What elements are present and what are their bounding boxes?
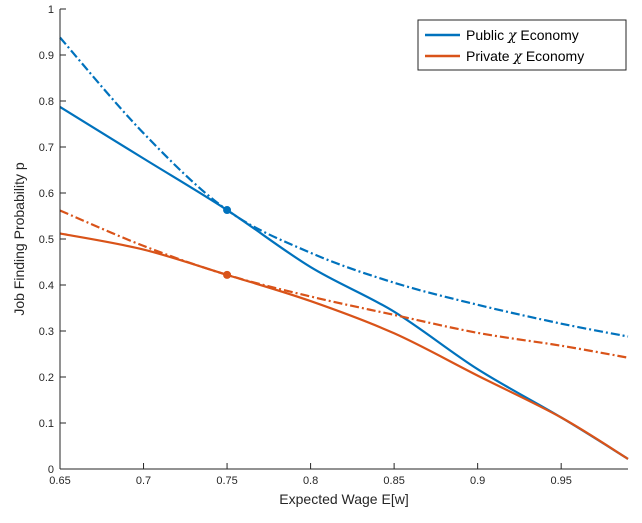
x-tick-label: 0.8 bbox=[303, 475, 318, 487]
y-tick-label: 0.9 bbox=[39, 50, 54, 62]
y-tick-label: 0.8 bbox=[39, 96, 54, 108]
x-tick-label: 0.9 bbox=[470, 475, 485, 487]
series-line-2-dashdot bbox=[59, 36, 629, 338]
legend-label-suffix: Economy bbox=[517, 27, 579, 43]
x-tick-label: 0.85 bbox=[383, 475, 404, 487]
x-tick-label: 0.95 bbox=[550, 475, 571, 487]
legend-label-symbol: χ bbox=[512, 49, 523, 65]
x-tick-label: 0.65 bbox=[49, 475, 70, 487]
series-line-3-solid bbox=[59, 232, 629, 460]
y-axis-title: Job Finding Probability p bbox=[11, 162, 27, 316]
tangency-point-1 bbox=[223, 206, 232, 215]
legend-label-prefix: Public bbox=[466, 27, 508, 43]
y-tick-label: 0.6 bbox=[39, 188, 54, 200]
y-tick-label: 0.4 bbox=[39, 280, 54, 292]
x-tick-label: 0.75 bbox=[216, 475, 237, 487]
series-line-4-dashdot bbox=[59, 209, 629, 359]
legend-box bbox=[417, 19, 627, 71]
y-tick-label: 0.3 bbox=[39, 326, 54, 338]
y-tick-label: 0.2 bbox=[39, 372, 54, 384]
axes-layer: 0.65 0.7 0.75 0.8 0.85 0.9 0.95 0 0.1 0.2 0.3 0.4 0.… bbox=[39, 4, 628, 487]
y-tick-label: 0.1 bbox=[39, 418, 54, 430]
y-tick-label: 0.7 bbox=[39, 142, 54, 154]
series-layer bbox=[59, 36, 629, 460]
legend-label-prefix: Private bbox=[466, 48, 513, 64]
x-tick-label: 0.7 bbox=[136, 475, 151, 487]
x-axis-title: Expected Wage E[w] bbox=[279, 491, 408, 507]
series-line-1-solid bbox=[59, 106, 629, 460]
y-tick-label: 0.5 bbox=[39, 234, 54, 246]
legend-label-1: Public χ Economy bbox=[466, 27, 579, 44]
tangency-point-2 bbox=[223, 270, 232, 279]
legend-label-symbol: χ bbox=[507, 28, 518, 44]
legend-label-2: Private χ Economy bbox=[466, 48, 584, 65]
legend-label-suffix: Economy bbox=[522, 48, 584, 64]
y-tick-label: 1 bbox=[48, 4, 54, 16]
y-tick-label: 0 bbox=[48, 464, 54, 476]
